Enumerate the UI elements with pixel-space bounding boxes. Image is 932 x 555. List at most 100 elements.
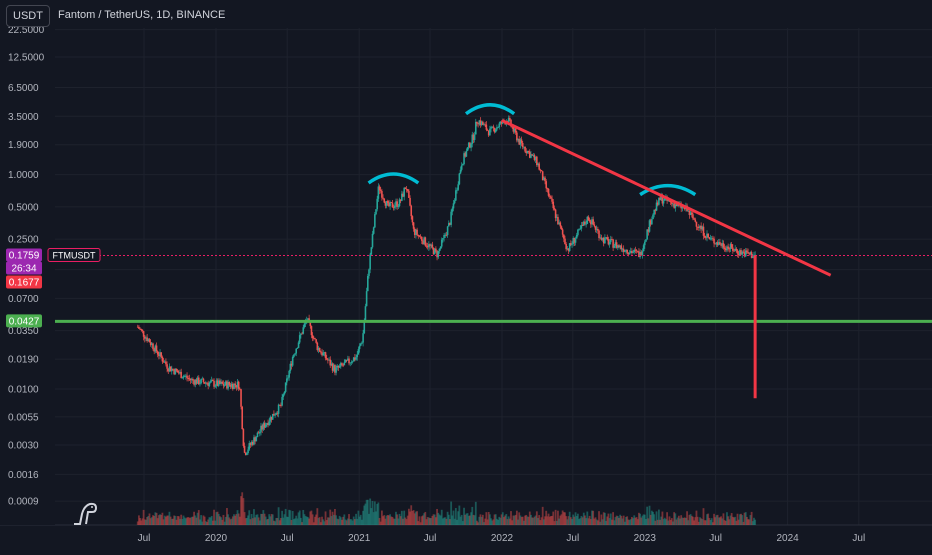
candle-body bbox=[242, 429, 245, 446]
volume-bar bbox=[654, 520, 657, 525]
volume-bar bbox=[260, 513, 262, 525]
volume-bar bbox=[532, 517, 535, 525]
candle-body bbox=[647, 229, 650, 232]
candle-body bbox=[526, 150, 529, 154]
candle-body bbox=[727, 246, 729, 249]
candle-body bbox=[308, 318, 310, 322]
candle-body bbox=[392, 207, 395, 209]
candle-body bbox=[141, 329, 144, 332]
volume-bar bbox=[686, 511, 688, 525]
volume-bar bbox=[138, 515, 140, 525]
tradingview-logo-icon[interactable] bbox=[70, 500, 100, 526]
volume-bar bbox=[709, 520, 712, 525]
volume-bar bbox=[510, 511, 512, 525]
volume-bar bbox=[594, 517, 597, 525]
candle-body bbox=[183, 376, 186, 377]
candle-body bbox=[449, 223, 451, 225]
candle-body bbox=[661, 195, 664, 204]
currency-button[interactable]: USDT bbox=[6, 5, 50, 27]
candle-body bbox=[543, 177, 545, 181]
volume-bar bbox=[194, 515, 197, 525]
candle-body bbox=[528, 151, 531, 158]
y-tick-label: 6.5000 bbox=[8, 83, 39, 94]
volume-bar bbox=[469, 515, 471, 525]
volume-bar bbox=[395, 511, 397, 525]
volume-bar bbox=[265, 519, 268, 525]
volume-bar bbox=[336, 518, 339, 525]
volume-bar bbox=[351, 520, 354, 525]
ticker-badge bbox=[47, 248, 101, 263]
candle-body bbox=[749, 252, 752, 255]
volume-bar bbox=[668, 516, 671, 525]
candle-body bbox=[500, 121, 503, 124]
volume-bar bbox=[246, 518, 248, 525]
candle-body bbox=[581, 225, 584, 227]
volume-bar bbox=[235, 514, 238, 525]
volume-bar bbox=[596, 520, 599, 525]
neckline-trendline bbox=[501, 119, 832, 277]
volume-bar bbox=[657, 509, 660, 525]
volume-bar bbox=[175, 519, 178, 525]
candle-body bbox=[410, 205, 413, 217]
candle-body bbox=[175, 368, 178, 371]
candle-body bbox=[362, 333, 364, 343]
volume-bar bbox=[446, 511, 449, 525]
candle-body bbox=[625, 249, 627, 252]
candle-body bbox=[267, 423, 269, 426]
candle-body bbox=[626, 249, 628, 253]
candle-body bbox=[318, 347, 321, 352]
volume-bar bbox=[386, 514, 389, 525]
candle-body bbox=[244, 452, 247, 455]
x-tick-label: 2023 bbox=[634, 533, 657, 544]
volume-bar bbox=[485, 512, 488, 525]
candle-body bbox=[587, 216, 590, 221]
candle-body bbox=[311, 335, 314, 339]
volume-bar bbox=[451, 515, 454, 525]
candle-body bbox=[228, 381, 231, 385]
volume-bar bbox=[237, 513, 240, 525]
volume-bar bbox=[322, 519, 325, 525]
candle-body bbox=[282, 394, 285, 397]
volume-bar bbox=[620, 515, 623, 525]
volume-bar bbox=[621, 518, 624, 525]
volume-bar bbox=[524, 515, 526, 525]
volume-bar bbox=[310, 510, 313, 525]
volume-bar bbox=[292, 519, 295, 525]
candle-body bbox=[653, 209, 655, 215]
candle-body bbox=[450, 211, 452, 225]
volume-bar bbox=[677, 515, 680, 525]
candle-body bbox=[342, 364, 344, 366]
candle-body bbox=[255, 437, 258, 442]
candle-body bbox=[378, 186, 381, 191]
candle-body bbox=[269, 416, 272, 422]
candle-body bbox=[389, 202, 391, 207]
candle-body bbox=[541, 171, 544, 181]
candle-body bbox=[520, 139, 523, 143]
candle-body bbox=[728, 248, 731, 250]
volume-bar bbox=[628, 520, 631, 525]
volume-bar bbox=[174, 515, 177, 525]
candle-body bbox=[182, 376, 185, 378]
volume-bar bbox=[304, 516, 307, 525]
candle-body bbox=[706, 233, 708, 238]
volume-bar bbox=[577, 513, 579, 525]
candle-body bbox=[429, 244, 431, 246]
volume-bar bbox=[172, 518, 174, 525]
volume-bar bbox=[461, 521, 464, 525]
volume-bar bbox=[655, 511, 658, 525]
volume-bar bbox=[429, 518, 431, 525]
volume-bar bbox=[626, 516, 629, 525]
volume-bar bbox=[653, 514, 656, 525]
volume-bar bbox=[243, 512, 246, 525]
candle-body bbox=[172, 368, 174, 370]
y-tick-label: 0.0100 bbox=[8, 385, 39, 396]
volume-bar bbox=[586, 511, 589, 525]
volume-bar bbox=[330, 516, 333, 525]
volume-bar bbox=[315, 514, 318, 525]
candle-body bbox=[566, 248, 569, 250]
volume-bar bbox=[405, 519, 408, 525]
volume-bar bbox=[517, 519, 519, 525]
volume-bar bbox=[167, 515, 170, 525]
volume-bar bbox=[515, 510, 518, 525]
